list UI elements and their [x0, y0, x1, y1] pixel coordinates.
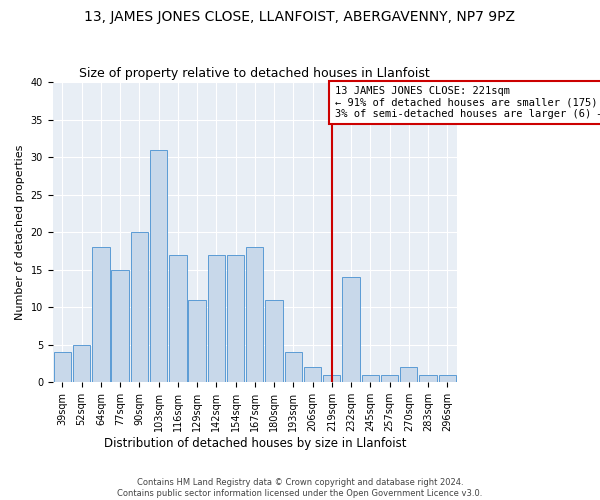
Bar — [169, 254, 187, 382]
Bar — [227, 254, 244, 382]
Bar — [265, 300, 283, 382]
X-axis label: Distribution of detached houses by size in Llanfoist: Distribution of detached houses by size … — [104, 437, 406, 450]
Bar — [439, 374, 456, 382]
Bar — [208, 254, 225, 382]
Bar — [150, 150, 167, 382]
Title: Size of property relative to detached houses in Llanfoist: Size of property relative to detached ho… — [79, 66, 430, 80]
Bar — [112, 270, 129, 382]
Bar — [304, 367, 321, 382]
Y-axis label: Number of detached properties: Number of detached properties — [15, 144, 25, 320]
Text: 13 JAMES JONES CLOSE: 221sqm
← 91% of detached houses are smaller (175)
3% of se: 13 JAMES JONES CLOSE: 221sqm ← 91% of de… — [335, 86, 600, 119]
Bar — [188, 300, 206, 382]
Bar — [419, 374, 437, 382]
Bar — [323, 374, 340, 382]
Bar — [400, 367, 418, 382]
Bar — [54, 352, 71, 382]
Bar — [92, 247, 110, 382]
Bar — [362, 374, 379, 382]
Bar — [131, 232, 148, 382]
Bar — [381, 374, 398, 382]
Bar — [246, 247, 263, 382]
Bar — [343, 277, 359, 382]
Text: Contains HM Land Registry data © Crown copyright and database right 2024.
Contai: Contains HM Land Registry data © Crown c… — [118, 478, 482, 498]
Bar — [73, 344, 90, 382]
Bar — [284, 352, 302, 382]
Text: 13, JAMES JONES CLOSE, LLANFOIST, ABERGAVENNY, NP7 9PZ: 13, JAMES JONES CLOSE, LLANFOIST, ABERGA… — [85, 10, 515, 24]
